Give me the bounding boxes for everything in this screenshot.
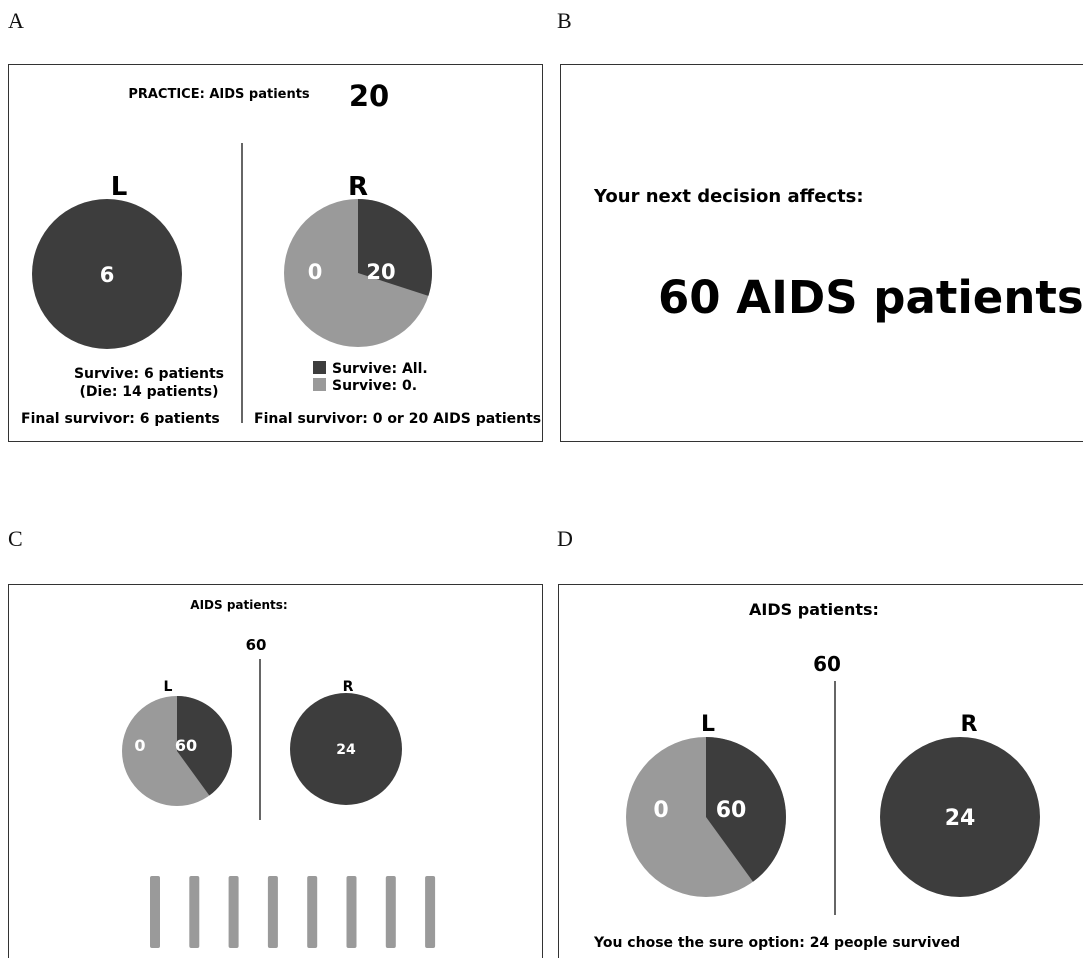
- panel-a-legend-dark-label: Survive: All.: [332, 361, 428, 377]
- panel-c-count: 60: [246, 636, 267, 654]
- panel-c-bar: [228, 876, 239, 948]
- panel-b-canvas: Your next decision affects: 60 AIDS pati…: [593, 186, 1083, 324]
- panel-c-bar: [150, 876, 160, 948]
- panel-a-left-pie-value: 6: [100, 263, 115, 287]
- panel-c-bar: [346, 876, 357, 948]
- panel-a-legend-light-label: Survive: 0.: [332, 378, 417, 394]
- panel-d-count: 60: [813, 652, 841, 676]
- panel-d-left-dark-value: 60: [716, 798, 747, 823]
- panel-c-title: AIDS patients:: [190, 598, 287, 612]
- panel-d-right-letter: R: [961, 712, 978, 737]
- panel-b: Your next decision affects: 60 AIDS pati…: [560, 64, 1083, 442]
- panel-b-headline: 60 AIDS patients: [658, 271, 1083, 324]
- panel-label-c: C: [8, 526, 23, 551]
- panel-b-prompt: Your next decision affects:: [593, 186, 864, 207]
- panel-a-right-light-value: 0: [308, 260, 323, 284]
- panel-a-right-letter: R: [348, 172, 368, 202]
- panel-a-legend-dark-swatch: [313, 361, 326, 374]
- panel-a-count: 20: [349, 79, 389, 113]
- panel-a-left-survive: Survive: 6 patients: [74, 366, 224, 382]
- panel-a-left-die: (Die: 14 patients): [80, 384, 219, 400]
- panel-d-left-light-value: 0: [653, 798, 668, 823]
- panel-a-title: PRACTICE: AIDS patients: [128, 87, 310, 102]
- panel-a-left-letter: L: [111, 172, 128, 202]
- panel-c-canvas: AIDS patients: 60 L 0 60 R 24: [122, 598, 436, 948]
- panel-c-left-dark-value: 60: [175, 736, 197, 755]
- panel-c-left-light-value: 0: [134, 736, 145, 755]
- panel-a-left-final: Final survivor: 6 patients: [21, 411, 220, 427]
- panel-c-bars: [150, 876, 436, 948]
- panel-c-bar: [189, 876, 200, 948]
- panel-a: PRACTICE: AIDS patients 20 L 6 Survive: …: [8, 64, 543, 442]
- panel-d-title: AIDS patients:: [749, 600, 879, 619]
- panel-a-right-final: Final survivor: 0 or 20 AIDS patients.: [254, 411, 543, 427]
- panel-c-right-pie: [290, 693, 402, 805]
- panel-c-bar: [425, 876, 436, 948]
- panel-d-right-pie: [880, 737, 1040, 897]
- panel-c-left-letter: L: [164, 679, 173, 695]
- panel-a-right-pie: [284, 199, 433, 347]
- panel-a-left-pie: [32, 199, 182, 349]
- panel-c-bar: [307, 876, 318, 948]
- panel-c-bar: [267, 876, 278, 948]
- panel-label-a: A: [8, 8, 24, 33]
- panel-a-right-pie-dark-slice: [358, 199, 433, 296]
- panel-d-left-pie: [626, 737, 786, 897]
- panel-label-b: B: [557, 8, 572, 33]
- panel-c-bar: [385, 876, 396, 948]
- panel-label-d: D: [557, 526, 573, 551]
- panel-a-right-dark-value: 20: [366, 260, 395, 284]
- panel-c-right-pie-value: 24: [336, 742, 356, 758]
- panel-d-canvas: AIDS patients: 60 L 0 60 R 24 You chose …: [593, 600, 1040, 951]
- panel-c-right-letter: R: [343, 679, 354, 695]
- panel-d-right-pie-value: 24: [945, 806, 976, 831]
- panel-a-canvas: PRACTICE: AIDS patients 20 L 6 Survive: …: [21, 79, 543, 427]
- panel-d-result: You chose the sure option: 24 people sur…: [593, 935, 960, 951]
- panel-c-left-pie-dark-slice: [177, 696, 233, 796]
- panel-a-legend-light-swatch: [313, 378, 326, 391]
- panel-d-left-pie-dark-slice: [706, 737, 786, 882]
- panel-d-left-letter: L: [701, 712, 715, 737]
- panel-c-left-pie: [122, 696, 233, 806]
- panel-c: AIDS patients: 60 L 0 60 R 24: [8, 584, 543, 958]
- panel-d: AIDS patients: 60 L 0 60 R 24 You chose …: [558, 584, 1083, 958]
